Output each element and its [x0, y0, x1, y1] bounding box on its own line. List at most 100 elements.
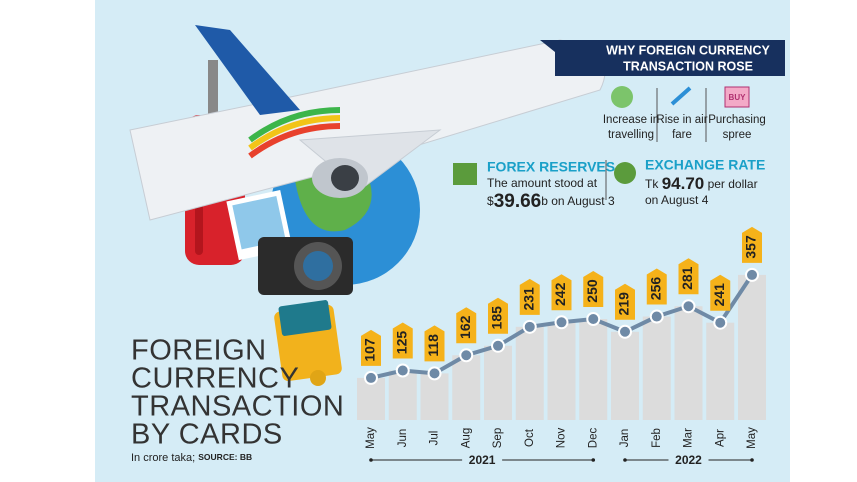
value-label: 118 [425, 334, 441, 357]
value-label: 107 [362, 338, 378, 362]
reason-label: Purchasing [708, 114, 766, 126]
value-tag [361, 329, 381, 366]
reason-label: spree [723, 129, 752, 141]
bracket-end [750, 458, 754, 462]
value-label: 256 [647, 277, 663, 301]
value-label: 242 [552, 282, 568, 306]
x-tick-label: Oct [524, 428, 536, 447]
point [649, 309, 664, 324]
x-tick-label: Jul [429, 431, 441, 446]
exchange-rate: Tk 94.70 per dollar [645, 174, 758, 193]
point [427, 366, 442, 381]
x-tick-label: Sep [492, 428, 504, 448]
value-tag [583, 271, 604, 307]
x-tick-label: Apr [714, 429, 726, 447]
reason-label: Rise in air [656, 114, 707, 126]
point [586, 312, 601, 326]
reason-label: Increase in [603, 114, 659, 126]
exchange-heading: EXCHANGE RATE [645, 157, 765, 173]
chart-title: FOREIGN [131, 335, 267, 367]
value-label: 185 [489, 306, 505, 330]
value-tag [488, 297, 508, 334]
column [452, 355, 481, 420]
amount: 39.66 [494, 191, 542, 212]
amount: 94.70 [662, 174, 705, 193]
column [706, 322, 735, 420]
column [357, 377, 385, 420]
column [420, 373, 449, 420]
panel-title: WHY FOREIGN CURRENCY [606, 43, 770, 57]
suffix: b on August 3 [541, 194, 615, 208]
forex-text: The amount stood at [487, 176, 598, 190]
unit: In crore taka; [131, 452, 195, 464]
point [491, 338, 505, 353]
value-tag [742, 226, 762, 263]
source: SOURCE: BB [198, 452, 252, 462]
forex-amount: $39.66b on August 3 [487, 191, 615, 212]
illustration [129, 25, 606, 386]
suffix: per dollar [708, 177, 758, 191]
prefix: Tk [645, 177, 659, 191]
point [522, 319, 537, 334]
column [484, 345, 512, 420]
value-tag [710, 274, 731, 311]
column [611, 331, 639, 420]
value-tag [424, 325, 445, 362]
column [738, 274, 766, 420]
exchange-text: on August 4 [645, 193, 709, 207]
bracket-end [623, 458, 627, 462]
year-label: 2021 [469, 453, 496, 467]
x-tick-label: Nov [556, 428, 568, 449]
value-label: 357 [743, 235, 759, 259]
subtitle: In crore taka; SOURCE: BB [131, 452, 252, 464]
value-tag [551, 274, 572, 311]
value-label: 250 [584, 279, 600, 303]
banner-fold [540, 40, 555, 52]
x-tick-label: May [746, 427, 758, 449]
exchange-icon [614, 162, 636, 184]
chart-title: CURRENCY [131, 363, 299, 395]
value-tag [392, 322, 413, 359]
x-tick-label: Jun [397, 429, 409, 448]
reason-icons [611, 86, 750, 108]
forex-heading: FOREX RESERVES [487, 159, 615, 175]
x-tick-label: Aug [460, 428, 472, 448]
point [364, 370, 378, 385]
column [579, 319, 608, 420]
value-tag [456, 307, 477, 344]
x-tick-label: Jan [619, 429, 631, 448]
column [515, 326, 544, 420]
year-bg [462, 452, 503, 468]
panel-banner [555, 40, 785, 76]
value-tag [519, 278, 540, 315]
x-tick-label: Dec [587, 428, 599, 449]
point [554, 315, 569, 330]
x-tick-label: Feb [651, 428, 663, 448]
value-tag [615, 283, 635, 320]
x-tick-label: May [365, 427, 377, 449]
point [459, 348, 474, 363]
reason-label: fare [672, 129, 692, 141]
column [674, 306, 703, 420]
panel-title: TRANSACTION ROSE [623, 59, 753, 73]
column [642, 316, 671, 420]
value-label: 281 [679, 266, 695, 290]
year-bg [668, 452, 709, 468]
value-label: 241 [711, 283, 727, 307]
bracket-end [369, 458, 373, 462]
x-tick-label: Mar [683, 428, 695, 448]
forex-icon [453, 163, 477, 185]
chart-title: TRANSACTION [131, 391, 344, 423]
prefix: $ [487, 194, 494, 208]
column [388, 370, 417, 420]
year-label: 2022 [675, 453, 702, 467]
point [618, 324, 632, 339]
value-label: 162 [457, 315, 473, 339]
bracket-end [591, 458, 596, 462]
value-label: 231 [520, 287, 536, 311]
value-label: 219 [616, 292, 632, 316]
point [681, 299, 696, 314]
chart-title: BY CARDS [131, 419, 283, 451]
value-tag [646, 268, 667, 305]
